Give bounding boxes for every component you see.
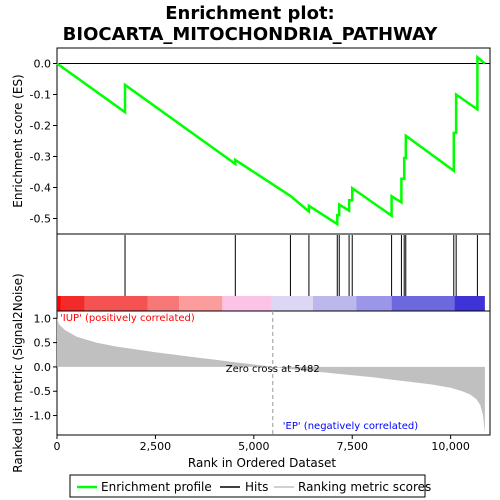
es-y-tick-label: 0.0 xyxy=(34,58,52,71)
ranking-metric-area xyxy=(57,318,485,433)
rank-bar-segment xyxy=(222,296,272,311)
rank-bar-segment xyxy=(84,296,148,311)
x-axis-label: Rank in Ordered Dataset xyxy=(188,456,336,470)
es-y-axis-ticks: 0.0 -0.1 -0.2 -0.3 -0.4 -0.5 xyxy=(30,58,57,226)
ranked-list-color-bar xyxy=(57,296,485,311)
legend-box xyxy=(69,474,426,498)
enrichment-profile-line xyxy=(56,54,486,227)
legend-enrichment-label: Enrichment profile xyxy=(101,480,212,494)
metric-y-axis-label: Ranked list metric (Signal2Noise) xyxy=(11,273,25,472)
rank-bar-segment xyxy=(271,296,313,311)
rank-bar-segment xyxy=(391,296,455,311)
x-tick-label: 2,500 xyxy=(140,440,172,453)
metric-y-axis-ticks: 1.0 0.5 0.0 -0.5 -1.0 xyxy=(30,312,57,423)
metric-y-tick-label: 1.0 xyxy=(34,312,52,325)
es-y-tick-label: -0.2 xyxy=(30,120,51,133)
es-y-axis-label: Enrichment score (ES) xyxy=(11,74,25,207)
es-panel-frame xyxy=(56,47,491,235)
x-tick-label: 10,000 xyxy=(431,440,470,453)
rank-bar-segment xyxy=(179,296,223,311)
metric-y-tick-label: 0.0 xyxy=(34,361,52,374)
positive-correlation-label: 'IUP' (positively correlated) xyxy=(60,313,195,324)
metric-y-tick-label: -1.0 xyxy=(30,410,51,423)
x-tick-label: 0 xyxy=(54,440,61,453)
es-y-tick-label: -0.3 xyxy=(30,151,51,164)
zero-cross-label: Zero cross at 5482 xyxy=(226,364,320,375)
chart-title-line2: BIOCARTA_MITOCHONDRIA_PATHWAY xyxy=(63,24,439,45)
rank-bar-segment xyxy=(312,296,357,311)
metric-y-tick-label: 0.5 xyxy=(34,337,52,350)
negative-correlation-label: 'EP' (negatively correlated) xyxy=(283,421,418,432)
x-tick-label: 7,500 xyxy=(336,440,368,453)
chart-title-line1: Enrichment plot: xyxy=(165,3,335,24)
hit-markers xyxy=(124,235,478,296)
es-y-tick-label: -0.5 xyxy=(30,213,51,226)
metric-y-tick-label: -0.5 xyxy=(30,385,51,398)
rank-bar-segment xyxy=(60,296,85,311)
legend-hits-label: Hits xyxy=(245,480,268,494)
es-y-tick-label: -0.4 xyxy=(30,182,51,195)
rank-bar-segment xyxy=(454,296,485,311)
rank-bar-segment xyxy=(356,296,392,311)
es-y-tick-label: -0.1 xyxy=(30,89,51,102)
legend-metric-label: Ranking metric scores xyxy=(298,480,431,494)
x-tick-label: 5,000 xyxy=(238,440,270,453)
rank-bar-segment xyxy=(147,296,180,311)
x-axis-ticks: 0 2,500 5,000 7,500 10,000 xyxy=(54,435,470,453)
rank-bar-segment xyxy=(57,296,61,311)
